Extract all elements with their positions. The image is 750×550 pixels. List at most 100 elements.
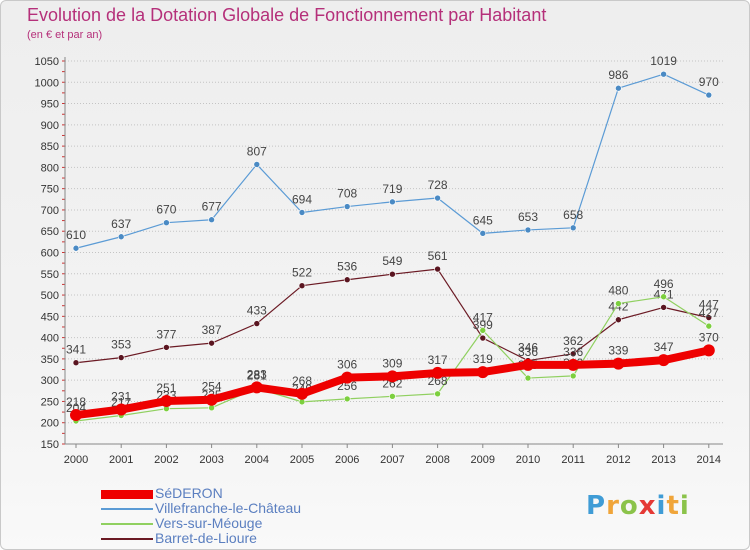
data-point-barret-de-lioure (479, 334, 487, 342)
data-point-barret-de-lioure (660, 304, 667, 311)
data-label-sederon: 309 (382, 356, 402, 370)
x-tick-label: 2011 (561, 454, 585, 466)
data-label-barret-de-lioure: 362 (563, 334, 583, 348)
data-point-sederon (431, 366, 444, 379)
data-point-barret-de-lioure (434, 265, 441, 273)
y-tick-label: 450 (41, 311, 59, 323)
data-point-villefranche-le-chateau (434, 194, 441, 202)
proxiti-logo: Proxiti (586, 491, 690, 521)
data-point-vers-sur-meouge (389, 393, 396, 400)
logo-letter: P (586, 491, 607, 521)
data-point-sederon (567, 358, 580, 371)
y-tick-label: 650 (41, 226, 59, 238)
data-point-sederon (205, 393, 218, 406)
data-point-sederon (70, 409, 82, 422)
data-label-barret-de-lioure: 549 (382, 254, 402, 268)
data-label-sederon: 231 (111, 390, 131, 404)
data-point-barret-de-lioure (343, 276, 351, 284)
data-point-barret-de-lioure (298, 282, 306, 289)
data-point-vers-sur-meouge (524, 374, 532, 382)
y-tick-label: 950 (41, 99, 59, 111)
data-point-barret-de-lioure (569, 350, 577, 358)
data-label-vers-sur-meouge: 480 (608, 284, 628, 298)
data-label-sederon: 339 (608, 344, 628, 358)
data-point-barret-de-lioure (389, 270, 396, 278)
legend-swatch (101, 538, 153, 540)
x-tick-label: 2006 (335, 454, 359, 466)
y-tick-label: 350 (41, 354, 59, 366)
data-point-barret-de-lioure (705, 314, 713, 321)
data-label-sederon: 319 (473, 352, 493, 366)
data-point-sederon (386, 370, 399, 383)
data-label-villefranche-le-chateau: 1019 (650, 54, 677, 68)
legend-swatch (101, 508, 153, 510)
data-label-sederon: 251 (156, 381, 176, 395)
logo-letter: o (619, 491, 639, 521)
data-label-sederon: 317 (428, 353, 448, 367)
x-tick-label: 2002 (154, 454, 178, 466)
legend-item: Villefranche-le-Château (101, 500, 401, 517)
data-label-villefranche-le-chateau: 694 (292, 192, 312, 206)
y-tick-label: 750 (41, 184, 59, 196)
data-label-villefranche-le-chateau: 658 (563, 208, 583, 222)
x-tick-label: 2012 (606, 454, 630, 466)
data-point-sederon (476, 366, 489, 379)
data-point-sederon (612, 357, 625, 370)
legend-swatch (101, 523, 153, 525)
data-point-sederon (341, 371, 354, 384)
data-label-vers-sur-meouge: 281 (247, 368, 267, 382)
x-tick-label: 2003 (199, 454, 223, 466)
data-label-villefranche-le-chateau: 677 (202, 200, 222, 214)
data-point-barret-de-lioure (117, 354, 125, 361)
data-point-sederon (115, 403, 128, 416)
data-label-villefranche-le-chateau: 653 (518, 210, 538, 224)
data-point-barret-de-lioure (615, 316, 622, 324)
data-label-sederon: 268 (292, 374, 312, 388)
data-point-villefranche-le-chateau (660, 70, 667, 78)
logo-letter: r (606, 491, 620, 521)
y-tick-label: 800 (41, 162, 59, 174)
data-label-barret-de-lioure: 522 (292, 266, 312, 280)
logo-letter: t (666, 491, 680, 521)
data-label-barret-de-lioure: 353 (111, 338, 131, 352)
data-point-vers-sur-meouge (615, 300, 622, 307)
data-point-villefranche-le-chateau (389, 198, 396, 206)
y-tick-label: 250 (41, 396, 59, 408)
chart-subtitle: (en € et par an) (27, 29, 103, 41)
data-point-villefranche-le-chateau (253, 161, 261, 168)
data-point-sederon (702, 344, 715, 357)
data-point-vers-sur-meouge (343, 395, 351, 403)
logo-letter: i (656, 491, 667, 521)
y-tick-label: 1000 (35, 77, 59, 89)
logo-letter: x (638, 491, 657, 521)
y-tick-label: 500 (41, 290, 59, 302)
y-tick-label: 850 (41, 141, 59, 153)
data-label-barret-de-lioure: 561 (428, 249, 448, 263)
data-point-villefranche-le-chateau (298, 209, 306, 216)
y-tick-label: 150 (41, 439, 59, 451)
data-label-villefranche-le-chateau: 807 (247, 144, 267, 158)
legend-label: Barret-de-Lioure (155, 530, 257, 546)
data-label-sederon: 336 (563, 345, 583, 359)
y-tick-label: 550 (41, 269, 59, 281)
data-label-vers-sur-meouge: 496 (654, 277, 674, 291)
data-label-vers-sur-meouge: 417 (473, 310, 493, 324)
data-point-barret-de-lioure (72, 359, 80, 367)
y-tick-label: 200 (41, 418, 59, 430)
legend-label: Vers-sur-Méouge (155, 515, 263, 531)
y-tick-label: 300 (41, 375, 59, 387)
data-point-barret-de-lioure (253, 320, 261, 327)
x-tick-label: 2007 (380, 454, 404, 466)
data-point-vers-sur-meouge (434, 390, 441, 398)
x-tick-label: 2010 (516, 454, 540, 466)
legend-label: SéDERON (155, 485, 223, 501)
x-tick-label: 2013 (651, 454, 675, 466)
data-label-barret-de-lioure: 341 (66, 343, 86, 357)
data-label-sederon: 254 (202, 380, 222, 394)
data-label-barret-de-lioure: 377 (156, 327, 176, 341)
x-tick-label: 2004 (245, 454, 269, 466)
x-tick-label: 2000 (64, 454, 88, 466)
data-label-barret-de-lioure: 433 (247, 304, 267, 318)
